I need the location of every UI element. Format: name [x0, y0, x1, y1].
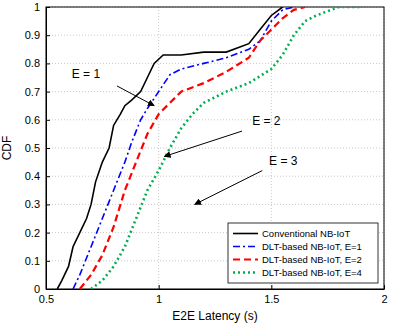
grid-line-y	[46, 35, 384, 36]
y-axis-tick-label: 0.4	[25, 170, 40, 182]
legend-label: DLT-based NB-IoT, E=2	[262, 254, 362, 265]
annotation-text: E = 3	[269, 154, 298, 168]
y-axis-tick-label: 0.2	[25, 227, 40, 239]
x-axis-tick-mark	[159, 285, 160, 289]
legend-label: DLT-based NB-IoT, E=1	[262, 241, 362, 252]
y-axis-tick-mark	[46, 63, 50, 64]
legend-swatch	[233, 233, 258, 235]
series-lines	[57, 7, 361, 289]
annotation-arrow	[117, 86, 154, 106]
y-axis-tick-mark	[46, 148, 50, 149]
plot-frame	[46, 7, 384, 289]
annotation-arrow	[164, 131, 242, 156]
legend-swatch	[233, 246, 258, 248]
y-axis-tick-label: 0.6	[25, 114, 40, 126]
y-axis-tick-label: 1	[34, 1, 40, 13]
x-axis-tick: 1.5	[264, 285, 279, 305]
series-line	[91, 7, 361, 289]
legend-label: DLT-based NB-IoT, E=4	[262, 267, 362, 278]
legend-swatch	[233, 271, 258, 274]
annotation-text: E = 2	[252, 114, 281, 128]
y-axis-tick-label: 0	[34, 283, 40, 295]
legend-box	[228, 223, 378, 283]
y-axis-tick-label: 0.5	[25, 142, 40, 154]
grid-line-y	[46, 91, 384, 92]
y-axis-title: CDF	[0, 136, 14, 161]
grid	[46, 7, 384, 289]
y-axis-tick-mark	[46, 35, 50, 36]
y-axis-tick-label: 0.1	[25, 255, 40, 267]
grid-line-y	[46, 204, 384, 205]
grid-line-y	[46, 63, 384, 64]
x-axis-tick-mark	[271, 285, 272, 289]
legend: Conventional NB-IoT DLT-based NB-IoT, E=1…	[228, 223, 378, 283]
annotations: E = 1 E = 2 E = 3	[72, 67, 298, 205]
annotation-text: E = 1	[72, 67, 101, 81]
x-axis-tick-label: 2	[381, 293, 387, 305]
annotation-arrow	[195, 171, 263, 205]
y-axis-tick-label: 0.7	[25, 86, 40, 98]
legend-swatch	[233, 258, 258, 260]
y-axis-tick-mark	[46, 92, 50, 93]
x-axis-tick: 1	[156, 285, 162, 305]
legend-label: Conventional NB-IoT	[262, 228, 350, 239]
y-axis-tick-label: 0.9	[25, 29, 40, 41]
y-axis-tick-mark	[46, 176, 50, 177]
plot-background	[46, 7, 384, 289]
grid-line-y	[46, 119, 384, 120]
x-axis-tick-label: 0.5	[39, 293, 54, 305]
grid-line-y	[46, 148, 384, 149]
y-axis-tick-mark	[46, 204, 50, 205]
y-axis-tick-label: 0.8	[25, 57, 40, 69]
x-axis-tick-label: 1	[156, 293, 162, 305]
y-axis-tick-mark	[46, 120, 50, 121]
y-axis-tick-label: 0.3	[25, 198, 40, 210]
y-axis-tick-mark	[46, 261, 50, 262]
y-axis-tick-mark	[46, 233, 50, 234]
x-axis-tick-label: 1.5	[264, 293, 279, 305]
grid-line-x	[158, 7, 159, 289]
x-axis-title: E2E Latency (s)	[172, 309, 257, 323]
